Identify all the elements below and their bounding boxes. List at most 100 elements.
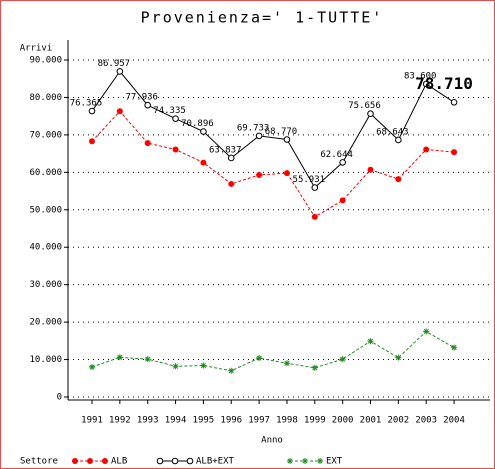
x-axis-label: Anno [261, 436, 283, 446]
point [116, 108, 123, 115]
series-line [91, 70, 455, 189]
data-label: 69.733 [237, 123, 270, 133]
legend-marker [171, 457, 179, 465]
y-tick-label: 70.000 [29, 130, 62, 140]
point [172, 363, 179, 370]
series-line [91, 110, 455, 218]
y-tick-label: 60.000 [29, 168, 62, 178]
point [89, 364, 95, 371]
y-axis-label: Arrivi [20, 44, 53, 54]
x-tick-label: 2000 [332, 416, 354, 426]
legend-marker [72, 458, 78, 464]
point [255, 132, 263, 140]
point [423, 146, 430, 153]
y-tick-label: 20.000 [29, 318, 62, 328]
x-tick-label: 2001 [360, 416, 382, 426]
point [367, 110, 374, 118]
point [227, 154, 235, 162]
point [89, 138, 95, 145]
point [395, 136, 402, 144]
legend-marker [102, 458, 108, 464]
x-tick-label: 2004 [443, 416, 465, 426]
point [144, 140, 151, 147]
y-tick-label: 40.000 [29, 243, 62, 253]
data-label: 77.936 [125, 93, 158, 103]
x-tick-label: 1993 [137, 416, 159, 426]
point [339, 356, 346, 363]
chart-title: Provenienza=' 1-TUTTE' [141, 9, 384, 27]
legend-marker [287, 458, 293, 464]
x-tick-label: 2003 [415, 416, 437, 426]
point [422, 80, 430, 88]
legend-marker [87, 458, 93, 464]
data-label: 63.837 [209, 145, 242, 155]
data-label: 83.600 [404, 71, 437, 81]
legend-label: EXT [326, 457, 343, 467]
point [144, 101, 151, 109]
x-tick-label: 1996 [220, 416, 242, 426]
data-label: 70.896 [181, 119, 214, 129]
point [116, 354, 123, 361]
y-tick-label: 50.000 [29, 205, 62, 215]
point [228, 367, 235, 374]
point [200, 159, 207, 166]
point [339, 197, 346, 204]
y-tick-label: 80.000 [29, 93, 62, 103]
legend-marker [156, 457, 164, 465]
point [283, 136, 291, 143]
data-label: 68.643 [376, 127, 409, 137]
point [395, 176, 402, 183]
legend-label: ALB+EXT [196, 457, 235, 467]
point [172, 146, 179, 153]
point [451, 344, 458, 351]
point [116, 68, 124, 75]
data-label: 75.656 [348, 101, 381, 111]
x-tick-label: 1997 [248, 416, 270, 426]
point [311, 364, 318, 371]
y-tick-label: 90.000 [29, 56, 62, 66]
point [423, 328, 430, 335]
point [88, 107, 96, 115]
legend-marker [317, 458, 323, 464]
legend-title: Settore [20, 457, 58, 467]
point [256, 355, 263, 362]
point [256, 171, 263, 178]
y-tick-label: 10.000 [29, 355, 62, 365]
x-tick-label: 1998 [276, 416, 298, 426]
x-tick-label: 1994 [165, 416, 187, 426]
data-label: 62.644 [320, 150, 353, 160]
y-tick-label: 0 [57, 393, 62, 403]
data-label: 78.710 [415, 74, 473, 93]
point [339, 159, 346, 166]
point [367, 338, 374, 345]
x-tick-label: 1992 [109, 416, 131, 426]
series-line [91, 330, 455, 372]
point [172, 115, 179, 122]
point [311, 213, 318, 220]
data-label: 68.770 [265, 127, 298, 137]
point [283, 360, 290, 367]
x-tick-label: 1995 [193, 416, 215, 426]
point [228, 180, 235, 187]
legend-marker [186, 457, 194, 465]
point [450, 98, 458, 106]
point [200, 362, 207, 369]
point [200, 128, 207, 135]
data-label: 55.931 [293, 175, 326, 185]
x-tick-label: 1991 [81, 416, 103, 426]
point [395, 354, 402, 361]
point [311, 184, 319, 191]
data-label: 76.365 [70, 99, 103, 109]
data-label: 74.335 [153, 106, 186, 116]
point [283, 170, 290, 177]
legend-label: ALB [111, 457, 127, 467]
data-label: 86.957 [98, 59, 131, 69]
x-tick-label: 1999 [304, 416, 326, 426]
x-tick-label: 2002 [388, 416, 410, 426]
point [451, 149, 458, 156]
legend-marker [302, 458, 308, 464]
point [367, 166, 374, 173]
y-tick-label: 30.000 [29, 280, 62, 290]
